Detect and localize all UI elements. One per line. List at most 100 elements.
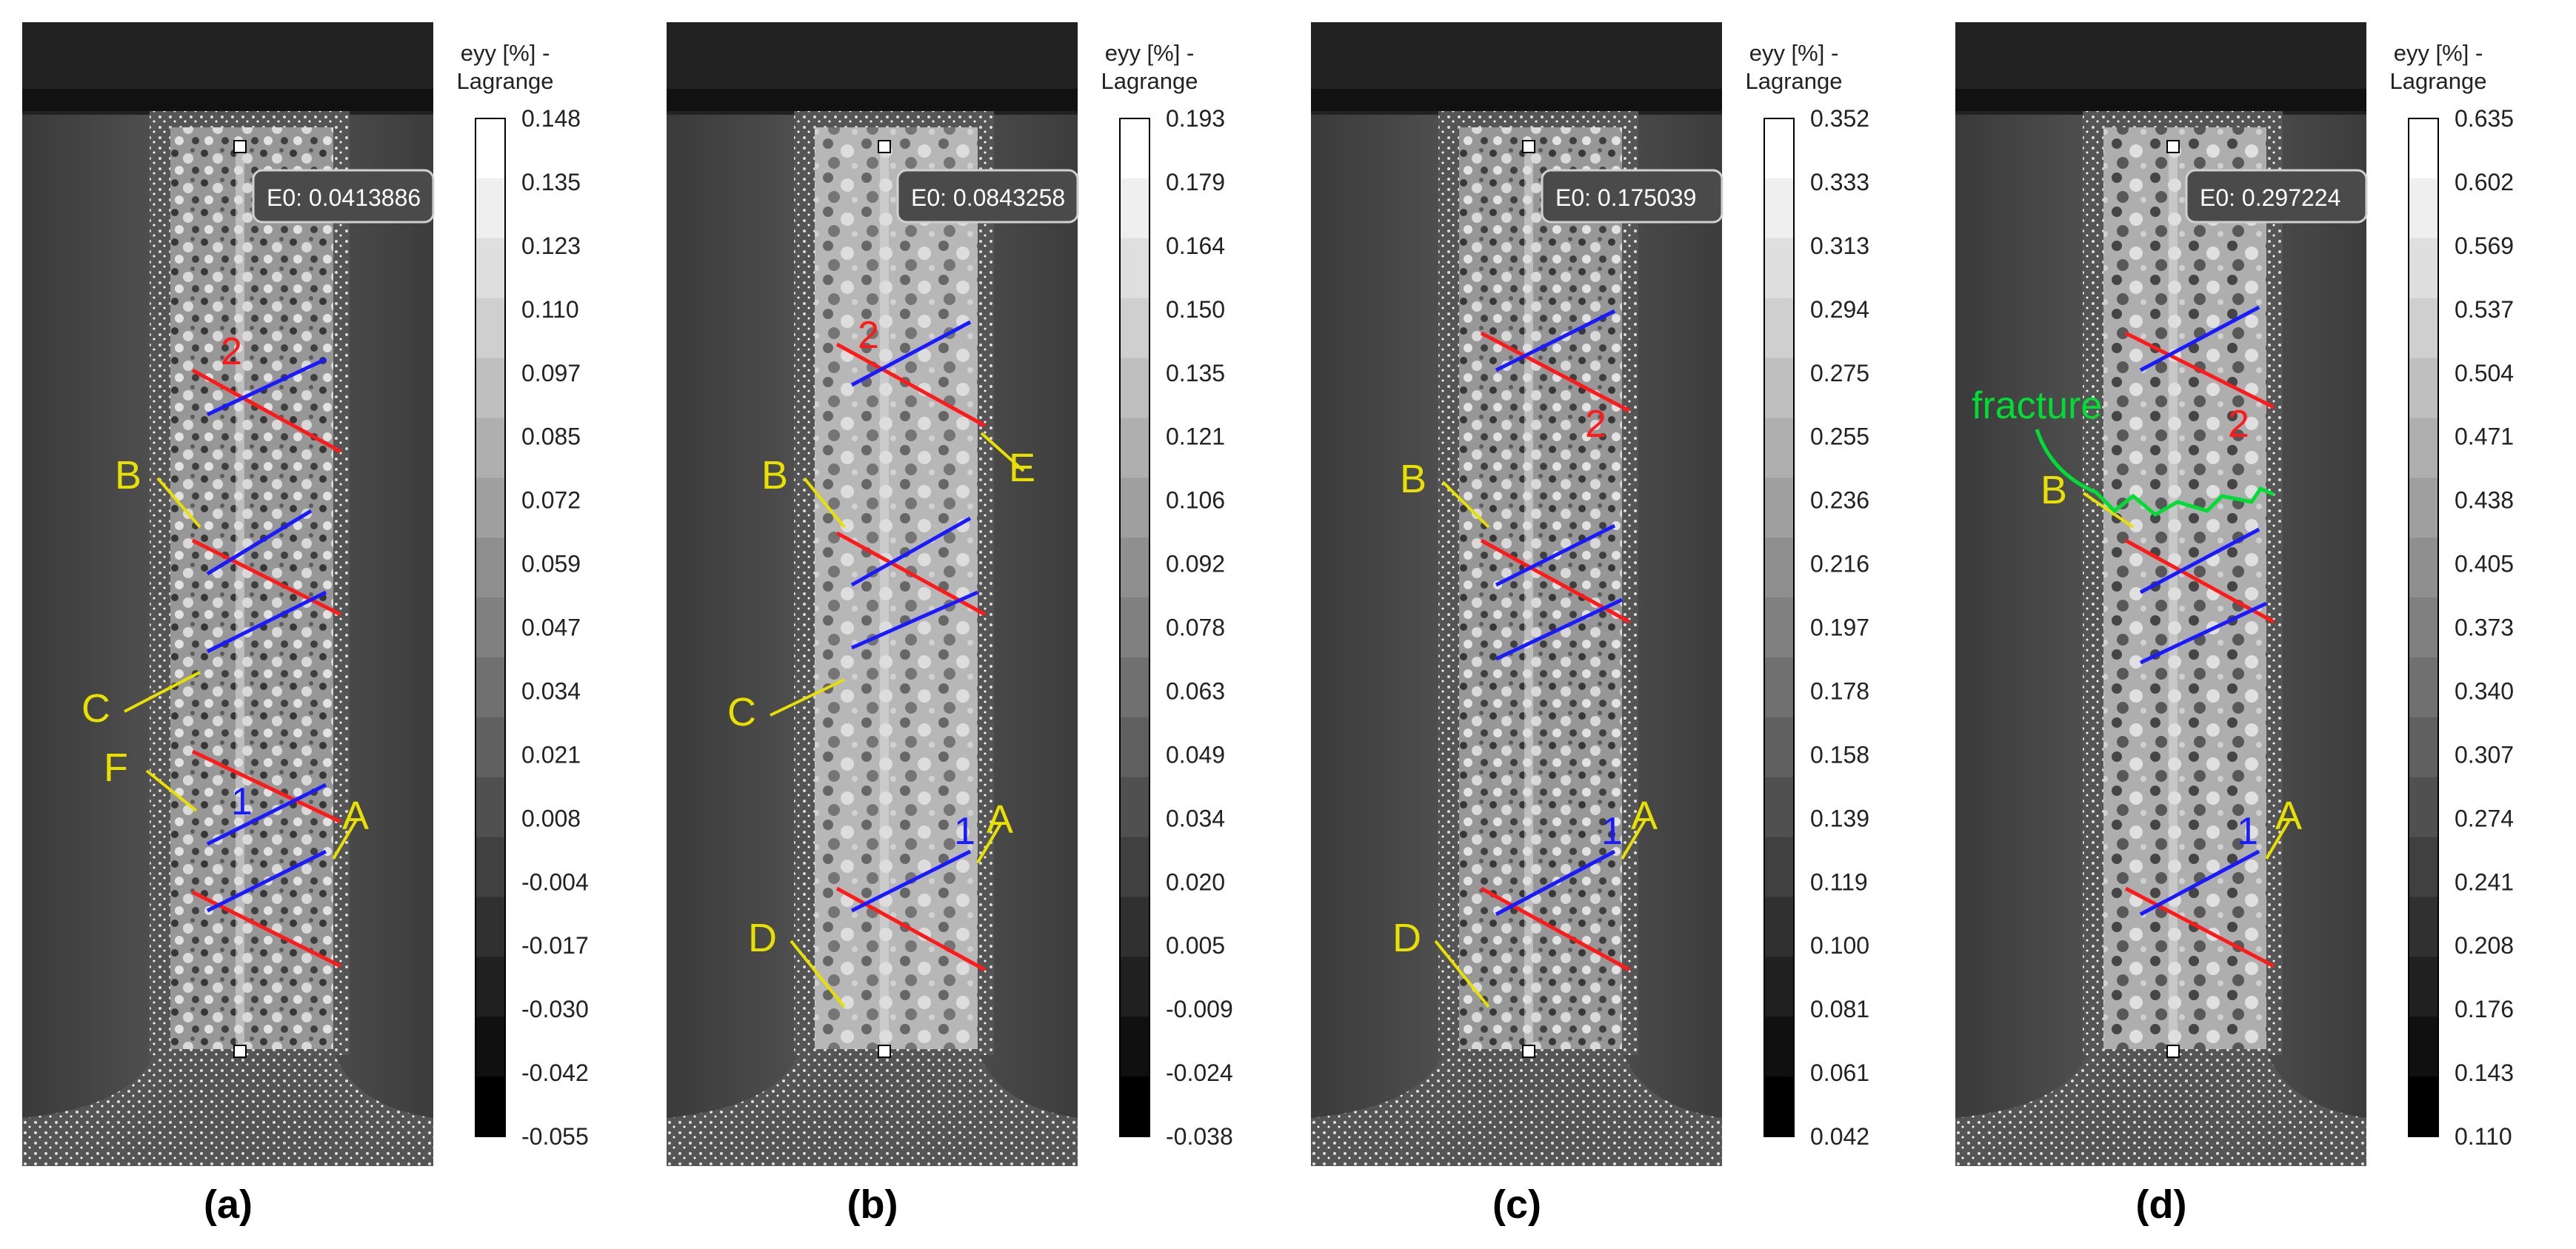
colorbar: eyy [%] -Lagrange 0.635 0.602 0.569 0.537 0.5… bbox=[2389, 40, 2514, 1150]
extensometer-top-handle bbox=[233, 140, 247, 153]
colorbar: eyy [%] -Lagrange 0.148 0.135 0.123 0.110 0.0… bbox=[456, 40, 588, 1150]
red-line-2 bbox=[191, 538, 342, 617]
colorbar-segment bbox=[1120, 1017, 1149, 1077]
colorbar-tick-label: 0.092 bbox=[1166, 551, 1225, 577]
panel-label: (b) bbox=[847, 1182, 898, 1227]
colorbar-tick-label: 0.081 bbox=[1810, 996, 1869, 1022]
colorbar-tick-label: 0.097 bbox=[521, 360, 581, 386]
colorbar-tick-label: 0.537 bbox=[2455, 296, 2514, 323]
blue-line-4 bbox=[206, 783, 327, 846]
extensometer-top-handle bbox=[1522, 140, 1535, 153]
colorbar-tick-label: 0.078 bbox=[1166, 615, 1225, 641]
colorbar-segment bbox=[2409, 418, 2438, 478]
colorbar-segment bbox=[1120, 178, 1149, 239]
colorbar-tick-label: 0.143 bbox=[2455, 1059, 2514, 1086]
colorbar-segment bbox=[2409, 777, 2438, 838]
extensometer-bottom-handle bbox=[233, 1045, 247, 1058]
colorbar-tick-label: 0.110 bbox=[2455, 1123, 2512, 1150]
colorbar-tick-label: 0.504 bbox=[2455, 360, 2514, 386]
colorbar-tick-label: 0.333 bbox=[1810, 169, 1869, 195]
colorbar-tick-label: 0.635 bbox=[2455, 105, 2514, 132]
colorbar-tick-label: -0.038 bbox=[1166, 1123, 1233, 1150]
colorbar-tick-label: 0.061 bbox=[1810, 1059, 1869, 1086]
point-label-a: A bbox=[2275, 794, 2302, 838]
point-label-b: B bbox=[115, 453, 141, 498]
colorbar-segment bbox=[1120, 717, 1149, 778]
colorbar-tick-label: 0.313 bbox=[1810, 232, 1869, 259]
colorbar-segment bbox=[1120, 957, 1149, 1017]
blue-label: 1 bbox=[1601, 810, 1623, 853]
colorbar-tick-label: 0.193 bbox=[1166, 105, 1225, 132]
point-label-c: C bbox=[727, 690, 756, 734]
colorbar-tick-label: 0.569 bbox=[2455, 232, 2514, 259]
e0-readout: E0: 0.0413886 bbox=[252, 169, 435, 224]
point-label-d: D bbox=[1392, 916, 1421, 960]
colorbar-segment bbox=[1120, 837, 1149, 897]
colorbar-segment bbox=[1120, 118, 1149, 179]
colorbar-segment bbox=[2409, 538, 2438, 598]
colorbar-tick-label: 0.042 bbox=[1810, 1123, 1869, 1150]
colorbar-tick-label: 0.123 bbox=[521, 232, 581, 259]
colorbar-segment bbox=[1120, 238, 1149, 299]
colorbar-segment bbox=[1120, 358, 1149, 418]
colorbar-tick-label: 0.405 bbox=[2455, 551, 2514, 577]
extensometer-bottom-handle bbox=[2166, 1045, 2180, 1058]
point-label-b: B bbox=[761, 453, 788, 498]
point-label-d: D bbox=[748, 916, 777, 960]
colorbar-segment bbox=[476, 538, 505, 598]
blue-line-1 bbox=[1495, 309, 1616, 372]
colorbar-segment bbox=[476, 178, 505, 239]
leader-line-c bbox=[770, 678, 845, 717]
colorbar-tick-label: 0.150 bbox=[1166, 296, 1225, 323]
leader-line-d bbox=[790, 940, 846, 1008]
extensometer-top-handle bbox=[878, 140, 891, 153]
leader-line-c bbox=[124, 671, 201, 713]
colorbar-tick-label: 0.047 bbox=[521, 615, 581, 641]
point-label-e: E bbox=[1009, 446, 1035, 490]
e0-readout: E0: 0.175039 bbox=[1541, 169, 1724, 224]
red-label: 2 bbox=[858, 314, 879, 357]
colorbar-tick-label: 0.059 bbox=[521, 551, 581, 577]
red-line-1 bbox=[835, 342, 987, 428]
red-line-1 bbox=[2124, 331, 2275, 409]
leader-line-a bbox=[1621, 817, 1647, 860]
colorbar-segment bbox=[2409, 897, 2438, 957]
colorbar-segment bbox=[1120, 657, 1149, 718]
blue-label: 1 bbox=[954, 810, 975, 853]
colorbar-segment bbox=[1120, 777, 1149, 838]
colorbar-segment bbox=[1120, 538, 1149, 598]
colorbar-segment bbox=[2409, 178, 2438, 239]
colorbar-title-line1: eyy [%] - bbox=[1749, 40, 1839, 66]
colorbar-segment bbox=[1764, 837, 1794, 897]
point-label-f: F bbox=[104, 746, 128, 790]
colorbar-title-line2: Lagrange bbox=[1745, 68, 1842, 94]
colorbar-segment bbox=[476, 897, 505, 957]
point-label-a: A bbox=[1631, 794, 1658, 838]
colorbar-tick-label: 0.049 bbox=[1166, 741, 1225, 768]
leader-line-a bbox=[2265, 817, 2292, 860]
extensometer-top-handle bbox=[2166, 140, 2180, 153]
leader-line-d bbox=[1434, 940, 1490, 1008]
blue-line-2 bbox=[850, 516, 972, 587]
leader-line-b bbox=[2082, 492, 2135, 529]
colorbar-tick-label: 0.148 bbox=[521, 105, 581, 132]
point-label-a: A bbox=[342, 794, 369, 838]
colorbar-title-line1: eyy [%] - bbox=[461, 40, 550, 66]
colorbar-tick-label: 0.072 bbox=[521, 487, 581, 514]
e0-value: E0: 0.0843258 bbox=[911, 184, 1065, 211]
colorbar-segment bbox=[2409, 597, 2438, 658]
e0-readout: E0: 0.297224 bbox=[2185, 169, 2368, 224]
colorbar-tick-label: 0.373 bbox=[2455, 615, 2514, 641]
colorbar-segment bbox=[476, 358, 505, 418]
colorbar-tick-label: 0.034 bbox=[521, 677, 581, 704]
colorbar-tick-label: 0.352 bbox=[1810, 105, 1869, 132]
blue-line-2 bbox=[2139, 527, 2260, 595]
colorbar-tick-label: 0.438 bbox=[2455, 487, 2514, 514]
point-label-b: B bbox=[1400, 457, 1427, 501]
colorbar-tick-label: 0.085 bbox=[521, 423, 581, 450]
colorbar-segment bbox=[476, 298, 505, 359]
colorbar-segment bbox=[1120, 597, 1149, 658]
